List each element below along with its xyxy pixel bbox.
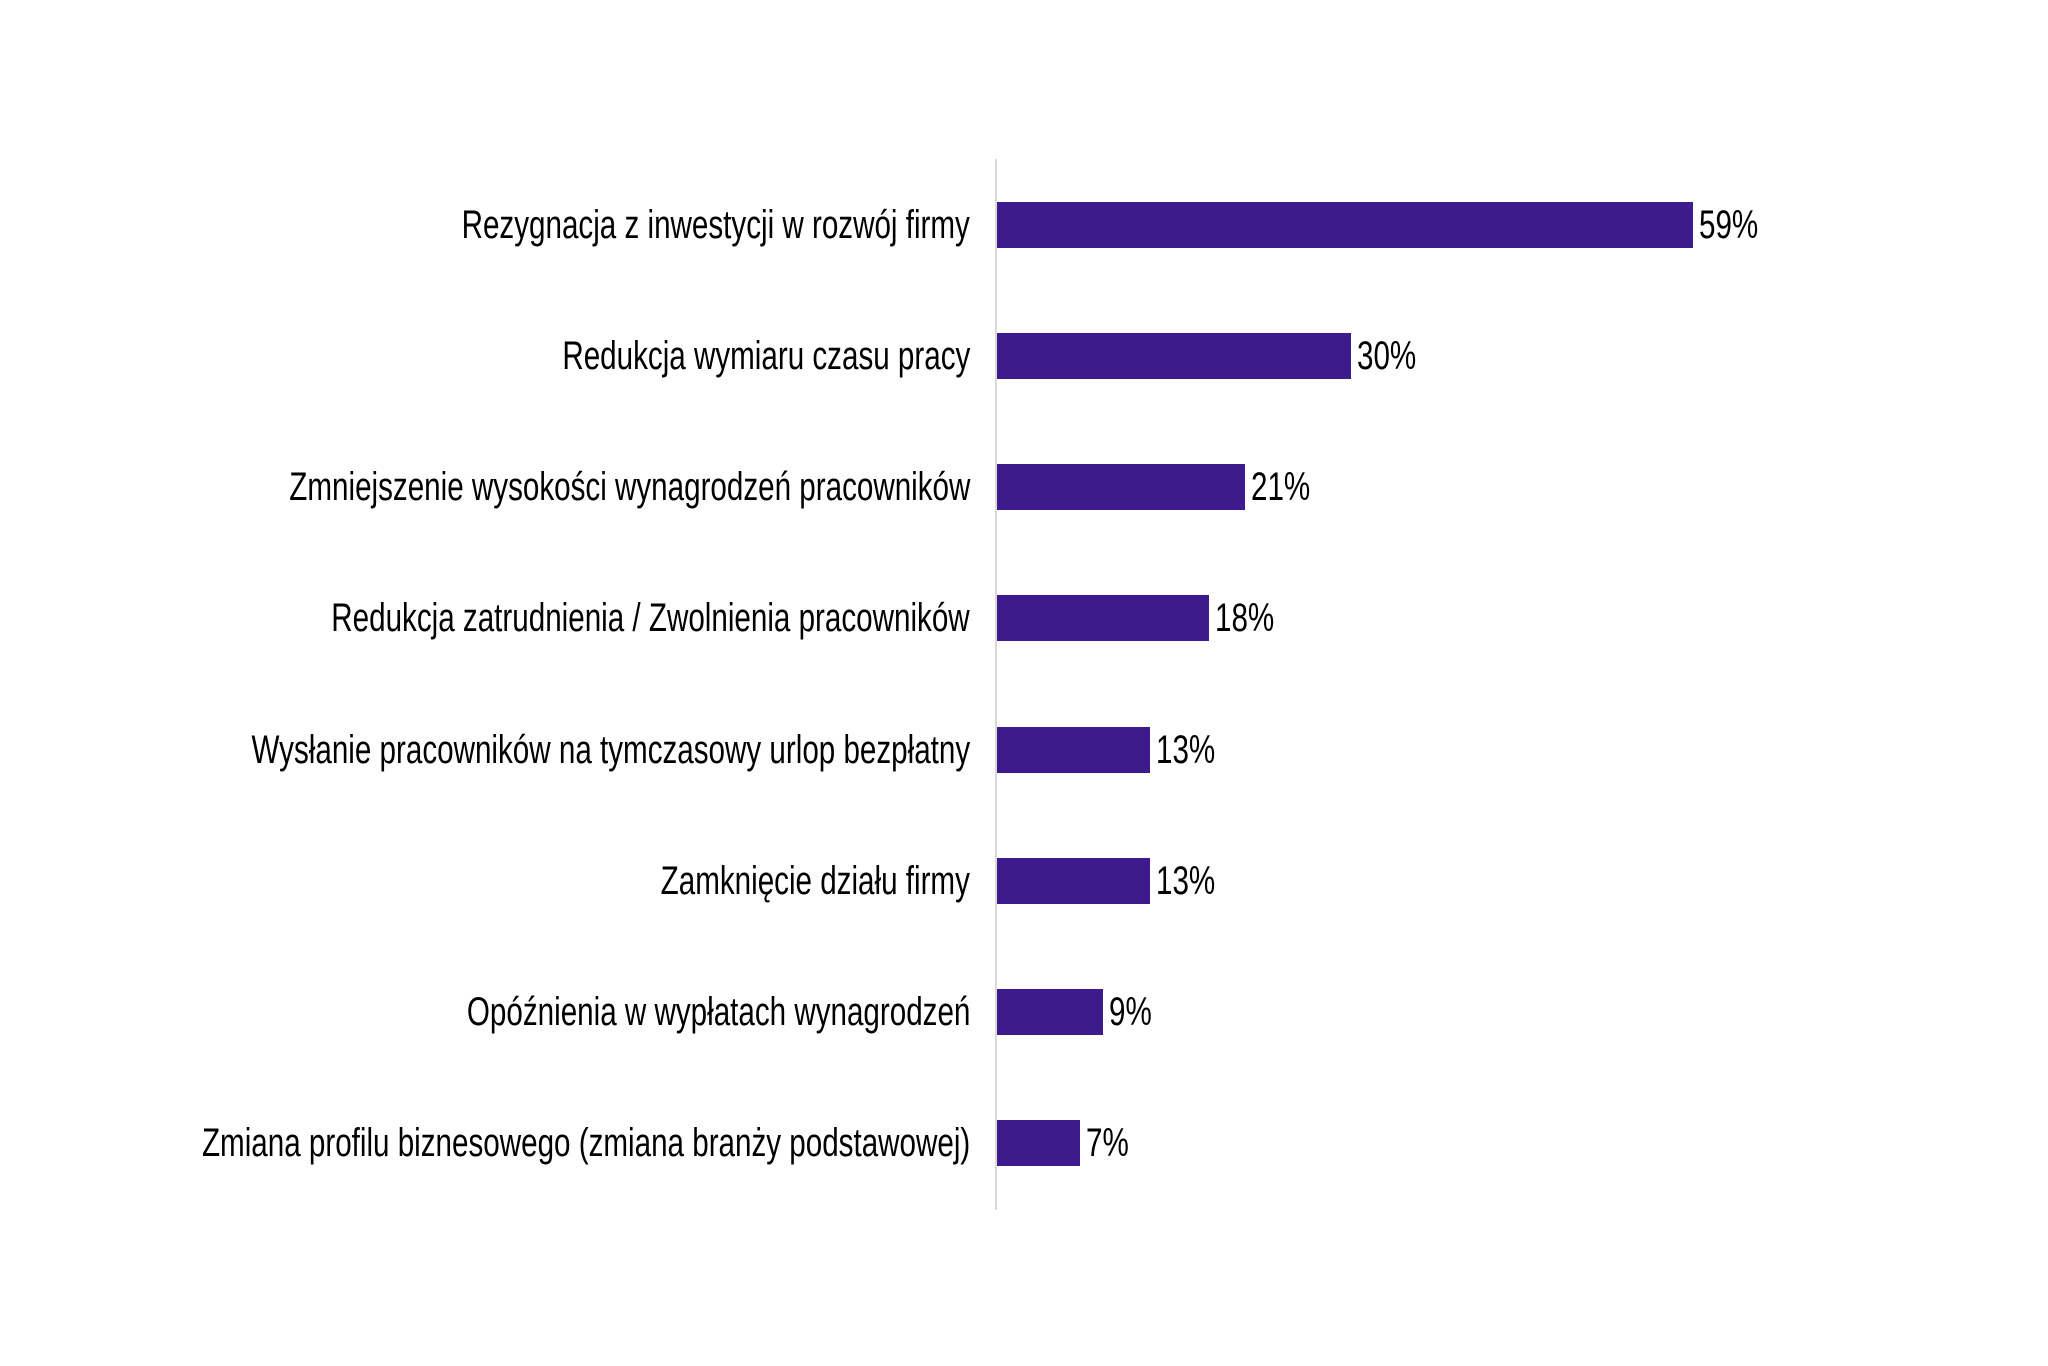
value-label-text: 9% <box>1109 989 1152 1034</box>
value-label: 13% <box>1156 727 1236 773</box>
bar-row: Zmiana profilu biznesowego (zmiana branż… <box>0 1120 2048 1166</box>
value-label: 18% <box>1215 595 1295 641</box>
value-label-text: 18% <box>1215 595 1275 640</box>
bar <box>997 727 1150 773</box>
value-label: 30% <box>1357 333 1437 379</box>
bar <box>997 858 1150 904</box>
category-label-text: Zamknięcie działu firmy <box>660 858 970 903</box>
value-label-text: 13% <box>1156 858 1216 903</box>
value-label: 9% <box>1109 989 1167 1035</box>
bar <box>997 464 1245 510</box>
category-label-text: Redukcja wymiaru czasu pracy <box>562 333 970 378</box>
value-label: 59% <box>1699 202 1779 248</box>
bar-row: Rezygnacja z inwestycji w rozwój firmy 5… <box>0 202 2048 248</box>
bar-row: Wysłanie pracowników na tymczasowy urlop… <box>0 727 2048 773</box>
value-label-text: 7% <box>1086 1120 1129 1165</box>
bar-row: Zmniejszenie wysokości wynagrodzeń praco… <box>0 464 2048 510</box>
value-label: 13% <box>1156 858 1236 904</box>
bar <box>997 202 1693 248</box>
category-label: Wysłanie pracowników na tymczasowy urlop… <box>0 727 970 773</box>
category-label: Rezygnacja z inwestycji w rozwój firmy <box>0 202 970 248</box>
bar <box>997 989 1103 1035</box>
bar-row: Opóźnienia w wypłatach wynagrodzeń 9% <box>0 989 2048 1035</box>
category-label-text: Rezygnacja z inwestycji w rozwój firmy <box>461 202 970 247</box>
value-label-text: 21% <box>1251 464 1311 509</box>
category-label-text: Zmiana profilu biznesowego (zmiana branż… <box>201 1120 970 1165</box>
category-axis-line <box>995 159 997 1210</box>
category-label: Zamknięcie działu firmy <box>0 858 970 904</box>
category-label: Zmniejszenie wysokości wynagrodzeń praco… <box>0 464 970 510</box>
category-label-text: Opóźnienia w wypłatach wynagrodzeń <box>466 989 970 1034</box>
value-label: 7% <box>1086 1120 1144 1166</box>
value-label-text: 30% <box>1357 333 1417 378</box>
bar-row: Redukcja wymiaru czasu pracy 30% <box>0 333 2048 379</box>
bar <box>997 1120 1080 1166</box>
bar <box>997 595 1209 641</box>
category-label: Redukcja zatrudnienia / Zwolnienia praco… <box>0 595 970 641</box>
bar <box>997 333 1351 379</box>
bar-row: Redukcja zatrudnienia / Zwolnienia praco… <box>0 595 2048 641</box>
category-label: Opóźnienia w wypłatach wynagrodzeń <box>0 989 970 1035</box>
category-label-text: Zmniejszenie wysokości wynagrodzeń praco… <box>288 464 970 509</box>
category-label-text: Wysłanie pracowników na tymczasowy urlop… <box>251 727 970 772</box>
bar-row: Zamknięcie działu firmy 13% <box>0 858 2048 904</box>
value-label: 21% <box>1251 464 1331 510</box>
value-label-text: 59% <box>1699 202 1759 247</box>
category-label: Zmiana profilu biznesowego (zmiana branż… <box>0 1120 970 1166</box>
category-label-text: Redukcja zatrudnienia / Zwolnienia praco… <box>331 595 970 640</box>
category-label: Redukcja wymiaru czasu pracy <box>0 333 970 379</box>
value-label-text: 13% <box>1156 727 1216 772</box>
